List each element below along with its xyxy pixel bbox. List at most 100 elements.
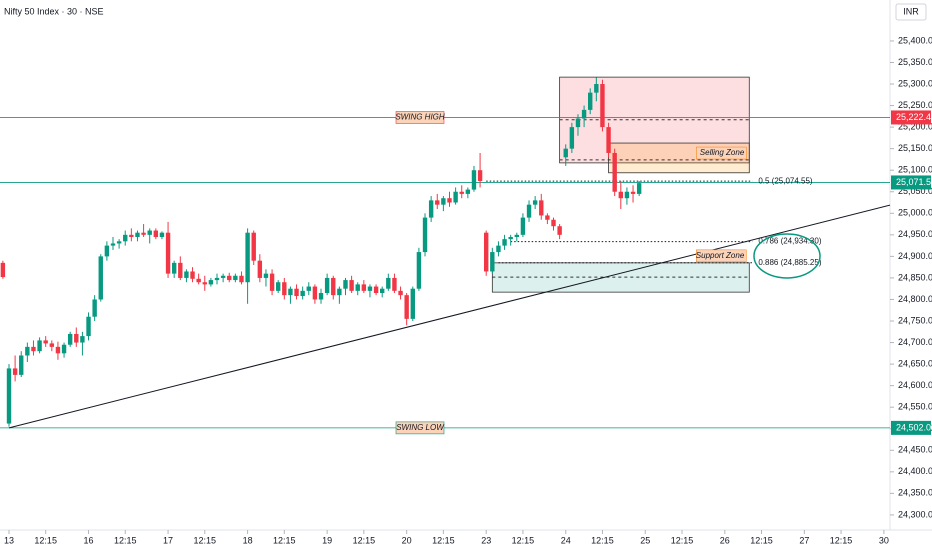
y-tick-label: 24,850.00: [898, 272, 932, 282]
candle-body: [361, 284, 367, 291]
y-tick-label: 24,350.00: [898, 488, 932, 498]
candle-body: [116, 241, 122, 244]
candle-body: [337, 288, 342, 296]
candle-body: [104, 245, 110, 257]
y-tick-label: 24,900.00: [898, 251, 932, 261]
y-tick-label: 25,250.00: [898, 100, 932, 110]
candle-body: [624, 191, 630, 199]
candle-body: [294, 288, 299, 297]
candle-body: [502, 239, 507, 246]
candle-body: [630, 191, 636, 194]
candle-body: [110, 243, 116, 246]
candle-body: [343, 280, 348, 289]
x-tick-label: 12:15: [353, 535, 376, 545]
x-tick-label: 12:15: [830, 535, 853, 545]
candle-body: [532, 200, 538, 205]
candle-body: [233, 275, 238, 281]
y-tick-label: 24,400.00: [898, 466, 932, 476]
level-label: SWING LOW: [396, 423, 445, 432]
candle-body: [80, 336, 85, 343]
candle-body: [447, 198, 452, 203]
candle-body: [239, 275, 244, 283]
candle-body: [484, 232, 489, 272]
candle-body: [355, 284, 360, 291]
candle-body: [551, 219, 556, 227]
trendline: [8, 204, 891, 429]
candle-body: [153, 230, 159, 237]
candle-body: [98, 256, 103, 300]
candle-body: [477, 170, 483, 181]
candle-body: [539, 200, 544, 216]
candle-body: [171, 262, 177, 274]
y-tick-label: 24,700.00: [898, 337, 932, 347]
candle-body: [147, 230, 152, 235]
candle-body: [471, 170, 477, 190]
x-tick-label: 16: [84, 535, 94, 545]
x-tick-label: 12:15: [194, 535, 217, 545]
candle-body: [410, 288, 415, 319]
candle-body: [37, 340, 42, 352]
candle-body: [373, 286, 379, 294]
currency-box[interactable]: [895, 3, 927, 21]
candle-body: [379, 288, 385, 294]
candle-body: [31, 346, 36, 352]
candle-body: [269, 273, 275, 291]
candle-body: [6, 368, 12, 424]
x-tick-label: 30: [879, 535, 889, 545]
candle-body: [306, 286, 311, 291]
fib-label: 0.786 (24,934.30): [758, 237, 821, 246]
fib-label: 0.886 (24,885.25): [758, 258, 821, 267]
y-tick-label: 25,200.00: [898, 121, 932, 131]
price-tag: [891, 175, 931, 190]
candle-body: [441, 198, 446, 205]
candle-body: [594, 84, 599, 93]
zone-label-bg: [696, 249, 747, 263]
x-tick-label: 17: [163, 535, 173, 545]
x-tick-label: 12:15: [591, 535, 614, 545]
x-tick-label: 25: [640, 535, 650, 545]
candle-body: [19, 355, 24, 375]
candle-body: [282, 282, 287, 296]
level-label: SWING HIGH: [395, 113, 445, 122]
x-tick-label: 18: [243, 535, 253, 545]
y-tick-label: 24,550.00: [898, 402, 932, 412]
candle-body: [588, 92, 593, 110]
x-tick-label: 19: [322, 535, 332, 545]
y-tick-label: 24,450.00: [898, 445, 932, 455]
currency: INR: [903, 6, 919, 16]
price-tag-label: 25,222.40: [896, 112, 932, 122]
x-tick-label: 26: [720, 535, 730, 545]
level-label-bg: [395, 421, 445, 435]
candle-body: [190, 271, 195, 279]
candle-body: [465, 189, 471, 194]
highlight-ellipse: [753, 233, 821, 279]
candle-body: [55, 346, 61, 354]
candle-body: [575, 118, 581, 128]
candle-body: [245, 232, 250, 283]
candle-body: [61, 344, 67, 354]
candle-body: [557, 226, 562, 235]
y-tick-label: 24,300.00: [898, 509, 932, 519]
price-tag: [891, 110, 931, 125]
x-tick-label: 24: [561, 535, 571, 545]
candle-body: [300, 290, 305, 297]
candle-body: [428, 200, 434, 218]
fib-label: 0.5 (25,074.55): [758, 176, 813, 185]
candle-body: [490, 252, 495, 272]
candle-body: [257, 260, 263, 278]
candle-body: [508, 236, 513, 240]
zone-label: Support Zone: [696, 251, 745, 260]
y-tick-label: 25,000.00: [898, 208, 932, 218]
zone-label-bg: [696, 146, 747, 160]
candle-body: [92, 299, 97, 317]
y-tick-label: 24,750.00: [898, 315, 932, 325]
y-tick-label: 25,400.00: [898, 35, 932, 45]
x-tick-label: 12:15: [671, 535, 694, 545]
candle-body: [618, 191, 624, 199]
candle-body: [43, 340, 48, 344]
candle-body: [422, 217, 428, 253]
candle-body: [74, 333, 79, 343]
candle-body: [275, 282, 281, 291]
